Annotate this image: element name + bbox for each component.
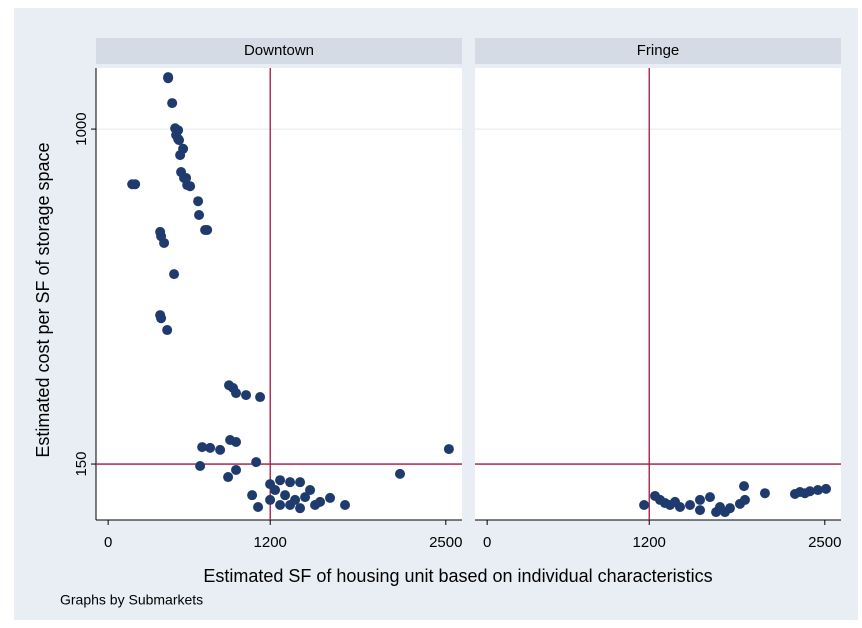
point (812, 485, 823, 496)
x-tick-label: 0 (104, 534, 112, 551)
panel-title: Fringe (637, 42, 680, 59)
point (295, 503, 306, 514)
point (685, 500, 696, 511)
point (223, 472, 234, 483)
point (695, 494, 706, 505)
y-tick-label: 150 (73, 452, 90, 477)
point (231, 436, 242, 447)
x-tick-label: 1200 (254, 534, 287, 551)
point (285, 477, 296, 488)
point (719, 507, 730, 518)
point (739, 481, 750, 492)
point (173, 133, 184, 144)
point (181, 172, 192, 183)
point (178, 143, 189, 154)
point (325, 492, 336, 503)
point (255, 392, 266, 403)
x-axis-label: Estimated SF of housing unit based on in… (203, 566, 712, 586)
point (247, 490, 258, 501)
x-tick-label: 2500 (429, 534, 462, 551)
point (162, 325, 173, 336)
point (305, 485, 316, 496)
plot-area (96, 68, 462, 520)
point (315, 496, 326, 507)
point (163, 73, 174, 84)
point (253, 501, 264, 512)
point (231, 464, 242, 475)
point (285, 500, 296, 511)
point (169, 269, 180, 280)
y-tick-label: 1000 (73, 112, 90, 145)
point (275, 500, 286, 511)
point (185, 181, 196, 192)
point (295, 477, 306, 488)
x-tick-label: 2500 (808, 534, 841, 551)
point (280, 490, 291, 501)
point (639, 500, 650, 511)
point (265, 494, 276, 505)
point (799, 488, 810, 499)
point (300, 492, 311, 503)
point (443, 444, 454, 455)
note: Graphs by Submarkets (60, 592, 203, 608)
point (231, 388, 242, 399)
point (675, 501, 686, 512)
point (127, 179, 138, 190)
point (821, 483, 832, 494)
point (167, 98, 178, 109)
point (241, 390, 252, 401)
panel-header (96, 38, 462, 64)
point (193, 196, 204, 207)
point (197, 442, 208, 453)
point (270, 485, 281, 496)
point (159, 237, 170, 248)
y-axis-label: Estimated cost per SF of storage space (33, 142, 53, 457)
point (695, 505, 706, 516)
point (205, 442, 216, 453)
point (202, 224, 213, 235)
point (194, 209, 205, 220)
panel-header (475, 38, 841, 64)
point (395, 468, 406, 479)
x-tick-label: 1200 (633, 534, 666, 551)
point (195, 461, 206, 472)
point (156, 313, 167, 324)
point (251, 457, 262, 468)
point (739, 494, 750, 505)
point (340, 500, 351, 511)
panel-title: Downtown (244, 42, 314, 59)
x-tick-label: 0 (483, 534, 491, 551)
point (759, 488, 770, 499)
point (704, 492, 715, 503)
plot-area (475, 68, 841, 520)
point (275, 475, 286, 486)
point (215, 444, 226, 455)
